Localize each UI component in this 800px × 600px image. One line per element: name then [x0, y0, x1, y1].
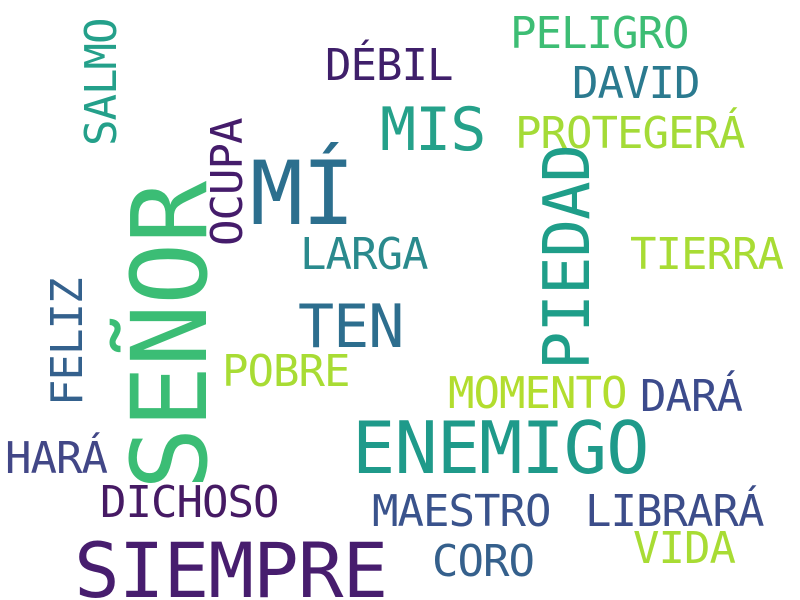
word-dichoso: DICHOSO [100, 477, 279, 528]
word-coro: CORO [432, 536, 535, 587]
word-piedad: PIEDAD [531, 144, 605, 370]
word-peligro: PELIGRO [510, 8, 689, 59]
word-salmo: SALMO [76, 18, 127, 146]
word-enemigo: ENEMIGO [352, 406, 649, 490]
word-ten: TEN [298, 292, 404, 362]
word-dara: DARÁ [640, 371, 743, 422]
word-vida: VIDA [633, 523, 736, 574]
word-mi: MÍ [250, 142, 355, 245]
word-momento: MOMENTO [448, 368, 627, 419]
word-pobre: POBRE [222, 346, 350, 397]
word-mis: MIS [380, 95, 486, 165]
word-feliz: FELIZ [42, 278, 93, 406]
word-ocupa: OCUPA [202, 118, 253, 246]
word-librara: LIBRARÁ [585, 486, 764, 537]
word-siempre: SIEMPRE [74, 526, 388, 600]
word-maestro: MAESTRO [372, 486, 551, 537]
word-debil: DÉBIL [325, 40, 453, 91]
word-protegera: PROTEGERÁ [515, 108, 745, 159]
word-hara: HARÁ [5, 433, 108, 484]
word-larga: LARGA [300, 229, 428, 280]
word-tierra: TIERRA [630, 229, 784, 280]
word-david: DAVID [572, 58, 700, 109]
